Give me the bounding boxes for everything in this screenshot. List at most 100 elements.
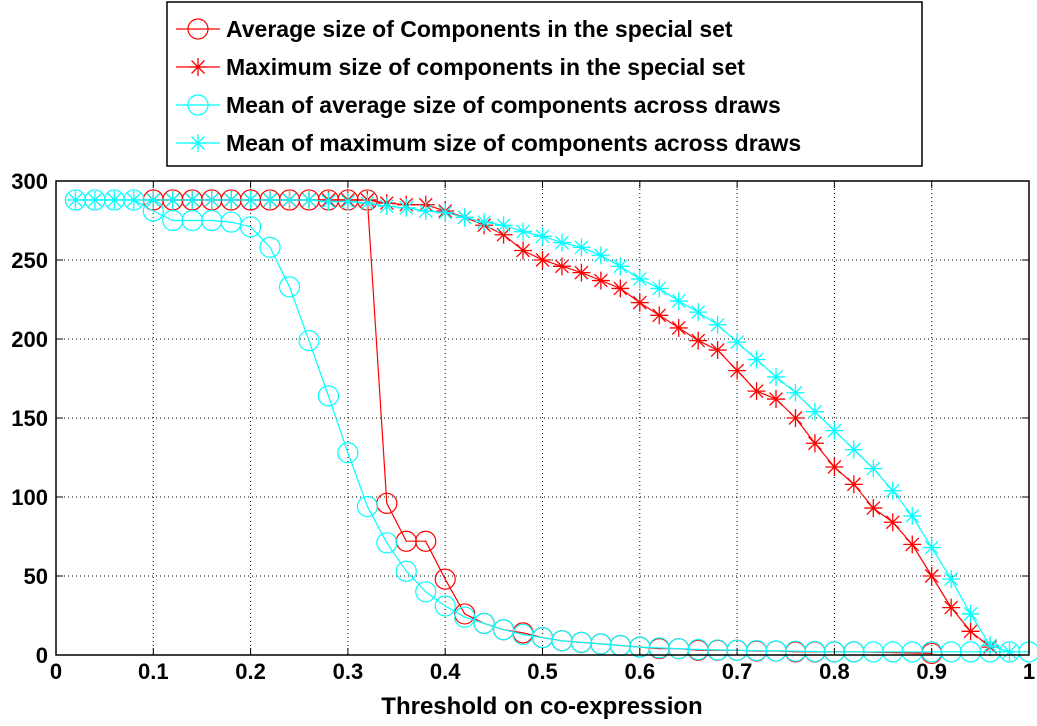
data-point-star <box>689 303 708 322</box>
data-point-circle <box>395 560 417 582</box>
data-point-star <box>261 190 280 209</box>
x-tick-label: 0.8 <box>819 659 850 684</box>
y-tick-label: 300 <box>11 169 48 194</box>
data-point-star <box>689 331 708 350</box>
data-point-circle <box>240 216 262 238</box>
data-point-star <box>475 213 494 232</box>
x-tick-label: 0 <box>50 659 62 684</box>
data-point-star <box>883 481 902 500</box>
data-point-star <box>767 367 786 386</box>
y-tick-label: 150 <box>11 406 48 431</box>
x-tick-label: 0.3 <box>333 659 364 684</box>
legend-label: Mean of maximum size of components acros… <box>226 130 801 156</box>
data-point-circle <box>317 385 340 407</box>
y-tick-label: 0 <box>36 643 48 668</box>
data-point-star <box>767 390 786 409</box>
data-point-star <box>961 622 980 641</box>
y-tick-label: 50 <box>24 564 48 589</box>
x-tick-label: 0.9 <box>916 659 947 684</box>
data-point-star <box>708 341 727 360</box>
data-point-star <box>377 197 396 216</box>
data-point-star <box>591 271 610 290</box>
data-point-star <box>572 238 591 257</box>
data-point-star <box>728 361 747 380</box>
data-point-star <box>338 192 357 211</box>
legend-entry: Mean of average size of components acros… <box>176 92 781 118</box>
legend: Average size of Components in the specia… <box>166 1 923 167</box>
data-point-star <box>358 194 377 213</box>
data-point-star <box>825 421 844 440</box>
data-point-circle <box>454 606 476 628</box>
legend-entry: Maximum size of components in the specia… <box>176 54 745 80</box>
data-point-star <box>163 190 182 209</box>
data-point-star <box>222 190 241 209</box>
data-point-star <box>844 440 863 459</box>
data-point-star <box>514 222 533 241</box>
series-3 <box>64 189 1037 663</box>
data-point-star <box>650 279 669 298</box>
data-point-star <box>183 190 202 209</box>
data-point-circle <box>415 581 437 603</box>
grid <box>56 181 1029 655</box>
data-point-star <box>280 190 299 209</box>
data-point-circle <box>278 276 301 298</box>
data-point-star <box>85 190 104 209</box>
data-point-star <box>961 604 980 623</box>
y-tick-label: 100 <box>11 485 48 510</box>
data-point-star <box>436 203 455 222</box>
data-point-star <box>533 227 552 246</box>
data-point-star <box>883 513 902 532</box>
legend-entry: Mean of maximum size of components acros… <box>176 130 801 156</box>
data-point-star <box>922 567 941 585</box>
data-point-star <box>805 434 824 453</box>
legend-entry: Average size of Components in the specia… <box>176 16 733 42</box>
x-tick-label: 0.2 <box>235 659 266 684</box>
y-tick-label: 250 <box>11 248 48 273</box>
data-point-star <box>202 190 221 209</box>
data-point-star <box>981 636 1000 655</box>
x-tick-label: 0.5 <box>527 659 558 684</box>
legend-marker-circle <box>187 18 209 40</box>
x-tick-label: 0.4 <box>430 659 461 684</box>
data-point-star <box>1000 642 1019 661</box>
data-point-star <box>708 315 727 334</box>
data-point-star <box>903 506 922 525</box>
data-point-star <box>903 535 922 554</box>
data-point-star <box>669 292 688 311</box>
data-point-star <box>844 475 863 494</box>
data-point-circle <box>415 530 437 552</box>
data-point-star <box>611 279 630 298</box>
series-4 <box>66 190 1019 661</box>
x-tick-label: 0.6 <box>625 659 656 684</box>
data-point-star <box>942 570 961 589</box>
data-point-star <box>319 192 338 211</box>
data-point-star <box>105 190 124 209</box>
legend-marker-star <box>189 134 207 152</box>
legend-label: Mean of average size of components acros… <box>226 92 781 118</box>
data-point-star <box>66 190 85 209</box>
x-tick-label: 0.1 <box>138 659 169 684</box>
data-point-star <box>455 208 474 227</box>
data-point-star <box>747 350 766 369</box>
series-layer <box>64 189 1037 665</box>
data-point-circle <box>473 612 495 635</box>
data-point-star <box>494 216 513 235</box>
data-point-star <box>864 499 883 518</box>
legend-marker-circle <box>187 94 209 116</box>
data-point-star <box>591 246 610 265</box>
data-point-circle <box>376 532 398 554</box>
data-point-star <box>572 263 591 282</box>
data-point-star <box>786 383 805 402</box>
data-point-star <box>669 318 688 337</box>
y-tick-label: 200 <box>11 327 48 352</box>
data-point-star <box>611 257 630 276</box>
data-point-star <box>864 459 883 478</box>
data-point-star <box>533 251 552 269</box>
data-point-star <box>552 257 571 276</box>
data-point-star <box>144 190 163 209</box>
data-point-star <box>786 409 805 427</box>
data-point-star <box>514 241 533 260</box>
x-axis-label: Threshold on co-expression <box>381 693 702 720</box>
data-point-star <box>747 382 766 401</box>
